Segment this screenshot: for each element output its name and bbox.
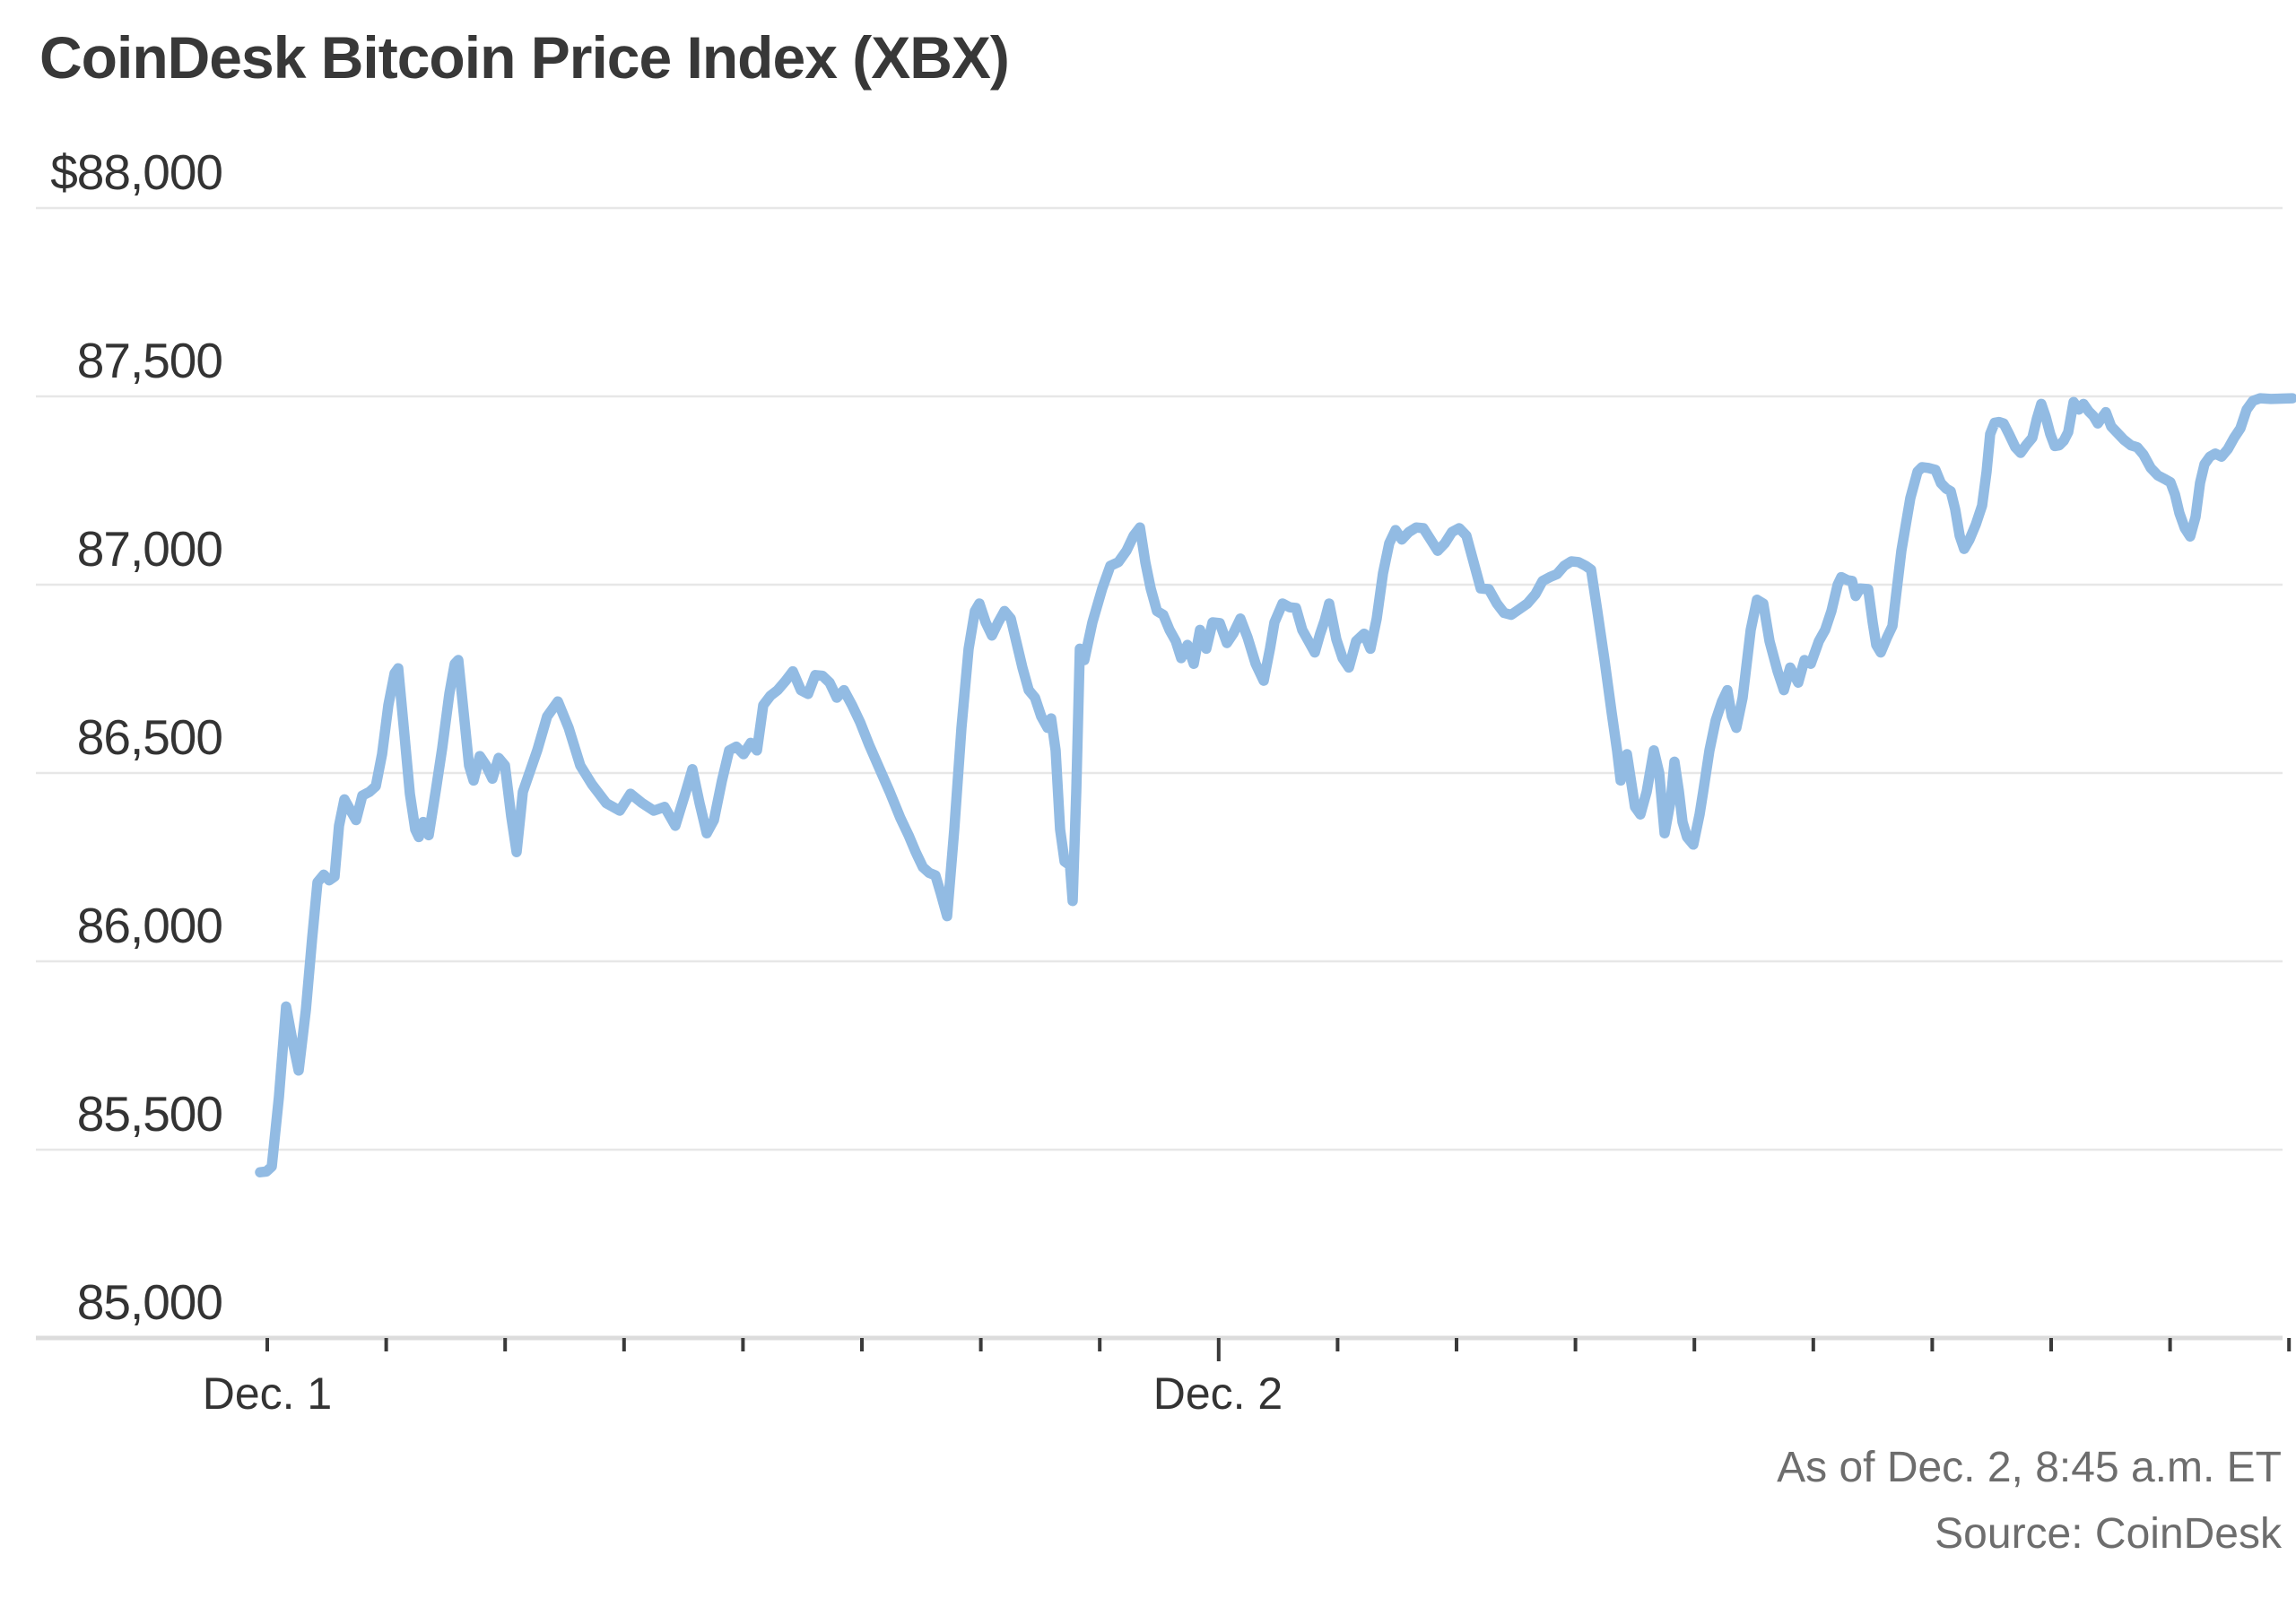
y-axis-label: 86,500 — [76, 709, 223, 765]
price-line-series — [255, 393, 2296, 1177]
as-of-timestamp: As of Dec. 2, 8:45 a.m. ET — [1777, 1444, 2282, 1491]
y-axis-label: 87,000 — [76, 521, 223, 577]
x-axis-label: Dec. 1 — [202, 1368, 333, 1419]
x-axis-label: Dec. 2 — [1152, 1368, 1283, 1419]
y-axis-label: 85,500 — [76, 1086, 223, 1142]
source-attribution: Source: CoinDesk — [1935, 1510, 2282, 1558]
x-axis-ticks — [265, 1338, 2292, 1361]
y-gridlines — [36, 206, 2283, 1341]
price-line — [255, 393, 2296, 1177]
y-axis-label: 87,500 — [76, 333, 223, 388]
chart-title: CoinDesk Bitcoin Price Index (XBX) — [39, 24, 1010, 91]
y-axis-label: 85,000 — [76, 1274, 223, 1330]
y-axis-label: 86,000 — [76, 898, 223, 953]
y-axis-label: $88,000 — [50, 144, 223, 200]
